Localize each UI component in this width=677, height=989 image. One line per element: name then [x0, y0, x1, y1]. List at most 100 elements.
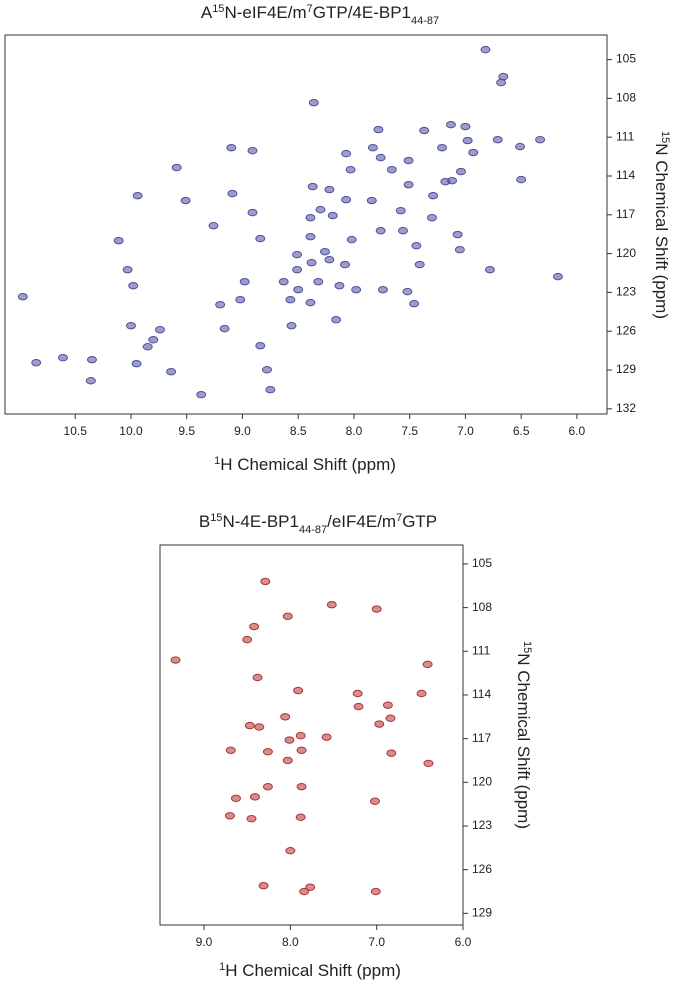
text-part: N-4E-BP1	[222, 512, 299, 531]
peak	[299, 887, 310, 896]
x-tick-label: 6.0	[455, 935, 472, 949]
peak	[261, 366, 272, 374]
peak	[313, 277, 324, 286]
x-axis-label: 1H Chemical Shift (ppm)	[219, 961, 401, 980]
peak	[516, 175, 527, 184]
peak	[515, 142, 526, 151]
peak	[285, 847, 296, 855]
peak	[226, 143, 237, 152]
y-tick-label: 108	[472, 600, 492, 614]
peak	[324, 185, 335, 194]
peak	[305, 213, 316, 222]
peak	[437, 143, 448, 152]
peak	[452, 230, 463, 239]
peak	[341, 195, 352, 204]
peak	[395, 206, 406, 215]
peak	[292, 250, 303, 259]
peak	[252, 673, 263, 682]
text-part: 1	[219, 961, 225, 973]
peak	[219, 324, 230, 333]
peak	[445, 120, 456, 129]
peak	[242, 635, 253, 644]
text-part: 15	[212, 3, 224, 15]
peak	[57, 354, 68, 362]
peak	[307, 182, 318, 191]
x-tick-label: 9.5	[178, 424, 195, 438]
x-tick-label: 8.5	[290, 424, 307, 438]
peak	[340, 260, 351, 269]
peak	[180, 196, 191, 205]
peak	[285, 295, 296, 304]
peak	[377, 285, 388, 294]
text-part: 1	[214, 455, 220, 467]
x-tick-label: 7.5	[401, 424, 418, 438]
peak	[265, 385, 276, 394]
peak	[282, 756, 293, 765]
peak	[319, 247, 330, 256]
peak	[258, 881, 269, 890]
chart-title: A15N-eIF4E/m7GTP/4E-BP144-87	[201, 3, 439, 27]
peak	[397, 227, 408, 235]
peak	[262, 748, 273, 756]
text-part: H Chemical Shift (ppm)	[220, 455, 396, 474]
plot-frame	[4, 34, 608, 415]
y-tick-label: 132	[616, 401, 636, 415]
peak	[296, 782, 307, 791]
peak	[85, 377, 96, 385]
peak	[375, 227, 386, 235]
peak	[428, 191, 439, 200]
chart-title: B15N-4E-BP144-87/eIF4E/m7GTP	[199, 512, 437, 536]
peak	[170, 656, 181, 664]
y-tick-label: 105	[616, 52, 636, 66]
y-tick-label: 123	[616, 285, 636, 299]
peak	[293, 686, 304, 695]
peak	[423, 759, 434, 768]
peak	[86, 355, 97, 364]
y-tick-label: 129	[616, 362, 636, 376]
peak	[244, 721, 255, 730]
peak	[215, 300, 226, 309]
x-tick-label: 6.0	[569, 424, 586, 438]
peak	[249, 793, 260, 801]
peak	[308, 98, 319, 107]
peak	[239, 277, 250, 286]
peak	[131, 359, 142, 368]
text-part: N Chemical Shift (ppm)	[652, 143, 671, 319]
peak	[296, 746, 307, 754]
peak	[17, 292, 28, 301]
y-tick-label: 105	[472, 556, 492, 570]
y-tick-label: 117	[472, 731, 491, 745]
peak	[447, 176, 458, 185]
peak	[370, 887, 381, 896]
peak	[419, 126, 430, 135]
peak	[535, 135, 546, 144]
peak	[122, 265, 133, 274]
peak	[422, 660, 433, 669]
y-tick-label: 129	[472, 906, 492, 920]
peak	[382, 701, 393, 709]
x-tick-label: 7.0	[368, 935, 385, 949]
peak	[411, 242, 422, 250]
peak	[385, 714, 396, 722]
peak	[249, 622, 260, 631]
x-axis-label: 1H Chemical Shift (ppm)	[214, 455, 396, 474]
peak	[366, 196, 377, 205]
peak	[132, 191, 143, 200]
text-part: /eIF4E/m	[327, 512, 396, 531]
plot-frame	[159, 544, 464, 926]
peak	[171, 163, 182, 172]
peak	[498, 72, 509, 81]
peak	[125, 321, 136, 330]
text-part: N-eIF4E/m	[224, 3, 306, 22]
peak	[31, 358, 42, 367]
panel-label: A	[201, 3, 213, 22]
peak	[293, 285, 304, 294]
x-tick-label: 9.0	[196, 935, 213, 949]
peak	[403, 156, 414, 165]
peak	[416, 689, 427, 698]
y-axis-label: 15N Chemical Shift (ppm)	[652, 131, 671, 319]
peak	[426, 213, 437, 222]
peak	[224, 812, 235, 820]
